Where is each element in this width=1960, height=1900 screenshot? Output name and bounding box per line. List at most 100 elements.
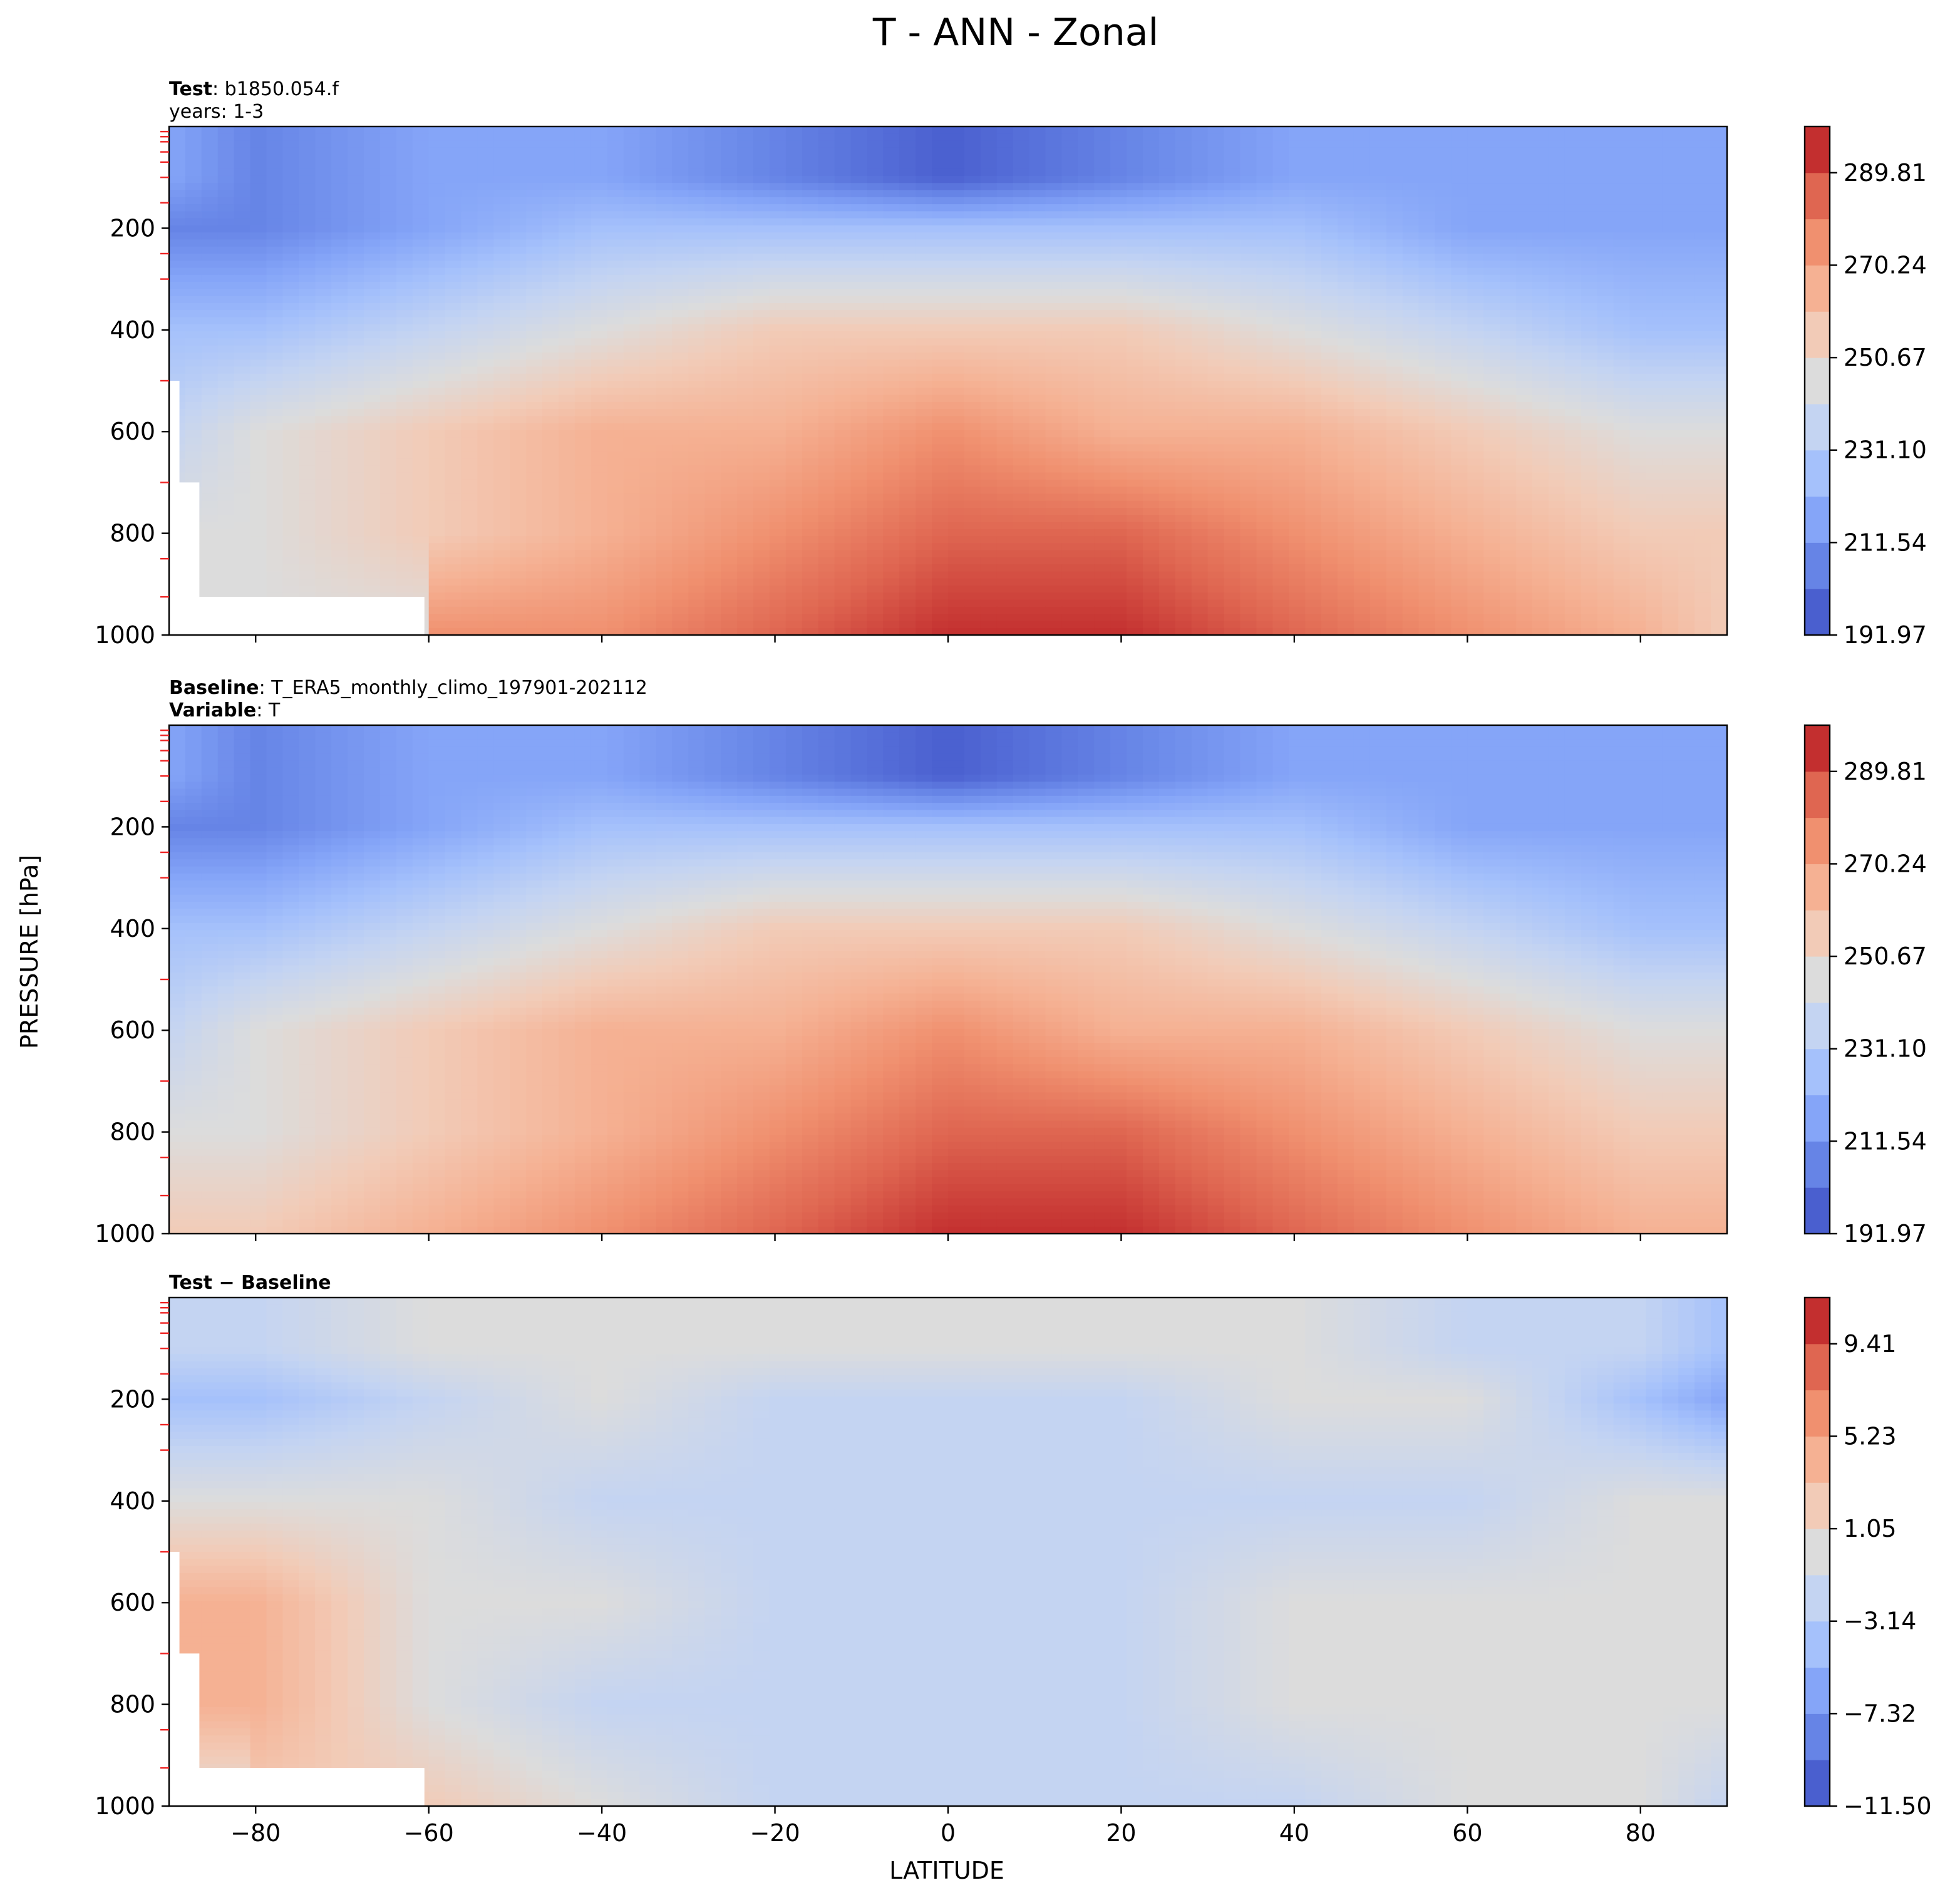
colorbar-tick-label: −11.50 [1844,1792,1932,1820]
colorbar-tick-label: 211.54 [1844,1127,1927,1155]
colorbar-tick-label: 191.97 [1844,621,1927,649]
y-tick-label: 600 [110,418,155,445]
panel-title-label: Variable [169,700,256,721]
colorbar-bin [1805,910,1830,956]
x-tick-label: −60 [404,1819,454,1847]
panel-title-line: years: 1-3 [169,101,264,123]
colorbar-bin [1805,864,1830,910]
colorbar-bin [1805,589,1830,635]
contour-field [169,126,1728,636]
x-tick-label: 40 [1279,1819,1309,1847]
figure-title: T - ANN - Zonal [872,11,1158,54]
colorbar-bin [1805,1141,1830,1187]
panel-title-value: : T_ERA5_monthly_climo_197901-202112 [259,677,647,699]
y-tick-label: 400 [110,915,155,942]
y-tick-label: 800 [110,520,155,547]
x-tick-label: 0 [941,1819,956,1847]
y-tick-label: 200 [110,1385,155,1413]
colorbar-bin [1805,1344,1830,1390]
y-tick-label: 600 [110,1589,155,1616]
colorbar-bin [1805,173,1830,219]
colorbar-bin [1805,1095,1830,1142]
y-tick-label: 800 [110,1691,155,1718]
colorbar-tick-label: 211.54 [1844,529,1927,556]
colorbar-bin [1805,1436,1830,1482]
colorbar-bin [1805,818,1830,864]
colorbar-bin [1805,1298,1830,1344]
colorbar-bin [1805,1575,1830,1621]
panel-title-line: Variable: T [169,700,281,721]
x-tick-label: 20 [1106,1819,1136,1847]
y-tick-label: 1000 [95,1220,155,1247]
panel-title-line: Baseline: T_ERA5_monthly_climo_197901-20… [169,677,647,699]
y-tick-label: 1000 [95,1792,155,1820]
panel-title-line: Test: b1850.054.f [169,78,339,100]
contour-field [169,725,1728,1234]
colorbar-tick-label: 270.24 [1844,251,1927,279]
panel-title-label: Test − Baseline [169,1272,331,1294]
x-tick-label: −20 [750,1819,800,1847]
colorbar-tick-label: 289.81 [1844,758,1927,785]
colorbar-tick-label: 5.23 [1844,1422,1897,1450]
colorbar-bin [1805,1003,1830,1049]
colorbar-tick-label: 231.10 [1844,436,1927,464]
colorbar-bin [1805,1187,1830,1234]
colorbar-tick-label: 231.10 [1844,1035,1927,1063]
y-tick-label: 600 [110,1016,155,1044]
y-tick-label: 800 [110,1118,155,1146]
colorbar-tick-label: 250.67 [1844,344,1927,371]
colorbar-bin [1805,1621,1830,1668]
y-tick-label: 200 [110,214,155,242]
panel-baseline: Baseline: T_ERA5_monthly_climo_197901-20… [95,677,1927,1247]
y-tick-label: 400 [110,1487,155,1515]
colorbar-bin [1805,956,1830,1003]
panel-title-line: Test − Baseline [169,1272,331,1294]
x-tick-label: −80 [230,1819,281,1847]
colorbar-tick-label: 250.67 [1844,942,1927,970]
colorbar-bin [1805,1049,1830,1095]
colorbar-bin [1805,725,1830,772]
colorbar-bin [1805,219,1830,266]
colorbar-bin [1805,1482,1830,1529]
colorbar-tick-label: 9.41 [1844,1330,1897,1358]
colorbar-bin [1805,126,1830,173]
colorbar-bin [1805,1668,1830,1714]
x-axis-label: LATITUDE [889,1857,1004,1884]
x-tick-label: 60 [1452,1819,1482,1847]
y-tick-label: 1000 [95,621,155,649]
colorbar-bin [1805,542,1830,589]
contour-field [169,1298,1728,1807]
colorbar-bin [1805,1760,1830,1806]
colorbar-bin [1805,1529,1830,1575]
colorbar-tick-label: 191.97 [1844,1220,1927,1247]
y-tick-label: 200 [110,813,155,840]
colorbar-bin [1805,311,1830,358]
y-tick-label: 400 [110,316,155,344]
colorbar-bin [1805,1713,1830,1760]
x-tick-label: −40 [577,1819,627,1847]
colorbar-bin [1805,265,1830,311]
colorbar-bin [1805,497,1830,543]
y-axis-label: PRESSURE [hPa] [16,855,43,1049]
colorbar: 289.81 270.24 250.67 231.10 211.54 191.97 [1805,725,1927,1247]
colorbar-bin [1805,772,1830,818]
panel-title-label: Test [169,78,212,100]
colorbar-tick-label: −7.32 [1844,1700,1916,1727]
colorbar-bin [1805,450,1830,497]
x-tick-label: 80 [1626,1819,1656,1847]
colorbar-bin [1805,404,1830,450]
panel-title-value: years: 1-3 [169,101,264,123]
colorbar-bin [1805,1390,1830,1437]
panel-title-label: Baseline [169,677,259,699]
colorbar-tick-label: 1.05 [1844,1515,1897,1542]
colorbar: 9.41 5.23 1.05 −3.14 −7.32 −11.50 [1805,1298,1932,1820]
panel-title-value: : b1850.054.f [212,78,339,100]
colorbar-tick-label: −3.14 [1844,1608,1916,1635]
panel-title-value: : T [256,700,281,721]
colorbar-tick-label: 270.24 [1844,850,1927,877]
colorbar-bin [1805,358,1830,404]
